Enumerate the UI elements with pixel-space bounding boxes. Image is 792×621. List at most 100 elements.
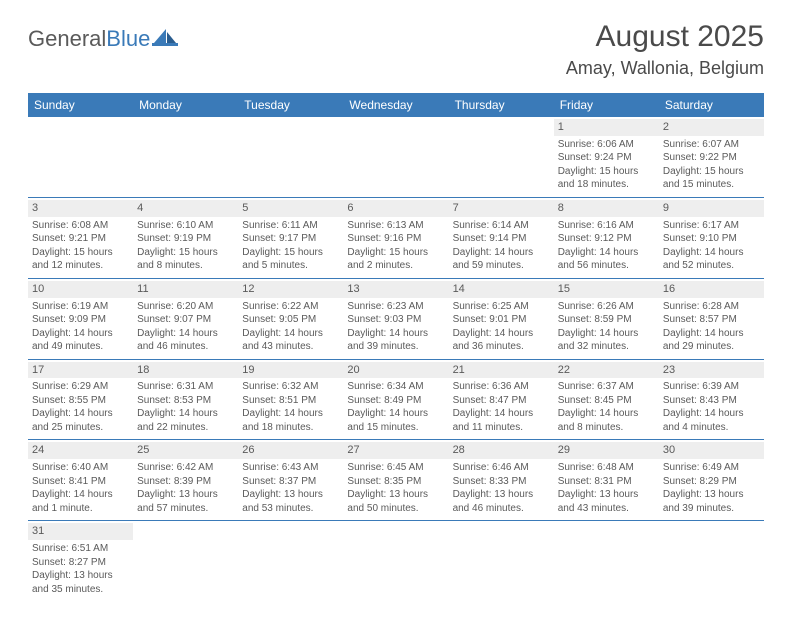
day-number: 15 [554,281,659,298]
sunset-text: Sunset: 8:29 PM [663,475,760,489]
day-cell: 30Sunrise: 6:49 AMSunset: 8:29 PMDayligh… [659,440,764,520]
daylight-text: Daylight: 14 hours and 11 minutes. [453,407,550,434]
daylight-text: Daylight: 14 hours and 36 minutes. [453,327,550,354]
sunset-text: Sunset: 9:03 PM [347,313,444,327]
logo-text-blue: Blue [106,26,150,52]
sunset-text: Sunset: 8:41 PM [32,475,129,489]
day-header-wednesday: Wednesday [343,93,448,117]
day-number: 14 [449,281,554,298]
day-cell: 27Sunrise: 6:45 AMSunset: 8:35 PMDayligh… [343,440,448,520]
sunset-text: Sunset: 9:22 PM [663,151,760,165]
daylight-text: Daylight: 13 hours and 43 minutes. [558,488,655,515]
day-cell: 14 Sunrise: 6:25 AMSunset: 9:01 PMDayligh… [449,279,554,359]
day-number: 31 [28,523,133,540]
day-number: 27 [343,442,448,459]
sunrise-text: Sunrise: 6:10 AM [137,219,234,233]
day-number: 6 [343,200,448,217]
daylight-text: Daylight: 15 hours and 12 minutes. [32,246,129,273]
sunrise-text: Sunrise: 6:07 AM [663,138,760,152]
sunrise-text: Sunrise: 6:08 AM [32,219,129,233]
calendar: SundayMondayTuesdayWednesdayThursdayFrid… [28,93,764,601]
empty-cell [133,117,238,197]
day-number: 19 [238,362,343,379]
day-number: 5 [238,200,343,217]
week-row: 24Sunrise: 6:40 AMSunset: 8:41 PMDayligh… [28,440,764,521]
day-number: 13 [343,281,448,298]
day-number: 28 [449,442,554,459]
empty-cell [449,117,554,197]
daylight-text: Daylight: 13 hours and 46 minutes. [453,488,550,515]
day-header-tuesday: Tuesday [238,93,343,117]
sunrise-text: Sunrise: 6:20 AM [137,300,234,314]
day-header-monday: Monday [133,93,238,117]
daylight-text: Daylight: 14 hours and 59 minutes. [453,246,550,273]
sunset-text: Sunset: 9:21 PM [32,232,129,246]
day-number: 7 [449,200,554,217]
sunrise-text: Sunrise: 6:36 AM [453,380,550,394]
daylight-text: Daylight: 14 hours and 39 minutes. [347,327,444,354]
day-cell: 12Sunrise: 6:22 AMSunset: 9:05 PMDayligh… [238,279,343,359]
day-cell: 20Sunrise: 6:34 AMSunset: 8:49 PMDayligh… [343,360,448,440]
day-cell: 2 Sunrise: 6:07 AMSunset: 9:22 PMDaylight… [659,117,764,197]
day-cell: 19Sunrise: 6:32 AMSunset: 8:51 PMDayligh… [238,360,343,440]
sunset-text: Sunset: 9:14 PM [453,232,550,246]
day-number: 1 [554,119,659,136]
sunset-text: Sunset: 9:19 PM [137,232,234,246]
sunset-text: Sunset: 8:51 PM [242,394,339,408]
daylight-text: Daylight: 13 hours and 35 minutes. [32,569,129,596]
sunset-text: Sunset: 9:24 PM [558,151,655,165]
sunrise-text: Sunrise: 6:25 AM [453,300,550,314]
sunrise-text: Sunrise: 6:31 AM [137,380,234,394]
sunrise-text: Sunrise: 6:22 AM [242,300,339,314]
day-cell: 28 Sunrise: 6:46 AMSunset: 8:33 PMDayligh… [449,440,554,520]
daylight-text: Daylight: 13 hours and 50 minutes. [347,488,444,515]
daylight-text: Daylight: 14 hours and 18 minutes. [242,407,339,434]
day-number: 22 [554,362,659,379]
day-cell: 21Sunrise: 6:36 AMSunset: 8:47 PMDayligh… [449,360,554,440]
daylight-text: Daylight: 14 hours and 4 minutes. [663,407,760,434]
sunset-text: Sunset: 9:17 PM [242,232,339,246]
sunset-text: Sunset: 9:12 PM [558,232,655,246]
daylight-text: Daylight: 14 hours and 46 minutes. [137,327,234,354]
sunrise-text: Sunrise: 6:14 AM [453,219,550,233]
day-cell: 23Sunrise: 6:39 AMSunset: 8:43 PMDayligh… [659,360,764,440]
day-number: 2 [659,119,764,136]
daylight-text: Daylight: 14 hours and 15 minutes. [347,407,444,434]
sunrise-text: Sunrise: 6:29 AM [32,380,129,394]
day-cell: 24Sunrise: 6:40 AMSunset: 8:41 PMDayligh… [28,440,133,520]
empty-cell [238,117,343,197]
day-cell: 9Sunrise: 6:17 AMSunset: 9:10 PMDaylight… [659,198,764,278]
day-number: 9 [659,200,764,217]
sunset-text: Sunset: 8:35 PM [347,475,444,489]
week-row: 31Sunrise: 6:51 AMSunset: 8:27 PMDayligh… [28,521,764,601]
day-cell: 17Sunrise: 6:29 AMSunset: 8:55 PMDayligh… [28,360,133,440]
sunset-text: Sunset: 9:01 PM [453,313,550,327]
day-cell: 16Sunrise: 6:28 AMSunset: 8:57 PMDayligh… [659,279,764,359]
day-number: 3 [28,200,133,217]
day-header-sunday: Sunday [28,93,133,117]
sunrise-text: Sunrise: 6:13 AM [347,219,444,233]
day-cell: 26Sunrise: 6:43 AMSunset: 8:37 PMDayligh… [238,440,343,520]
sunrise-text: Sunrise: 6:48 AM [558,461,655,475]
day-cell: 15Sunrise: 6:26 AMSunset: 8:59 PMDayligh… [554,279,659,359]
sunrise-text: Sunrise: 6:46 AM [453,461,550,475]
day-cell: 3 Sunrise: 6:08 AMSunset: 9:21 PMDaylight… [28,198,133,278]
sunrise-text: Sunrise: 6:32 AM [242,380,339,394]
page: GeneralBlue August 2025 Amay, Wallonia, … [0,0,792,621]
day-number: 30 [659,442,764,459]
sunset-text: Sunset: 8:45 PM [558,394,655,408]
day-number: 10 [28,281,133,298]
sunset-text: Sunset: 8:33 PM [453,475,550,489]
week-row: 17Sunrise: 6:29 AMSunset: 8:55 PMDayligh… [28,360,764,441]
sunrise-text: Sunrise: 6:43 AM [242,461,339,475]
daylight-text: Daylight: 15 hours and 15 minutes. [663,165,760,192]
daylight-text: Daylight: 13 hours and 39 minutes. [663,488,760,515]
day-number: 23 [659,362,764,379]
day-number: 21 [449,362,554,379]
sunrise-text: Sunrise: 6:16 AM [558,219,655,233]
day-cell: 6Sunrise: 6:13 AMSunset: 9:16 PMDaylight… [343,198,448,278]
day-header-thursday: Thursday [449,93,554,117]
day-cell: 18Sunrise: 6:31 AMSunset: 8:53 PMDayligh… [133,360,238,440]
sunset-text: Sunset: 9:16 PM [347,232,444,246]
week-row: 10Sunrise: 6:19 AMSunset: 9:09 PMDayligh… [28,279,764,360]
